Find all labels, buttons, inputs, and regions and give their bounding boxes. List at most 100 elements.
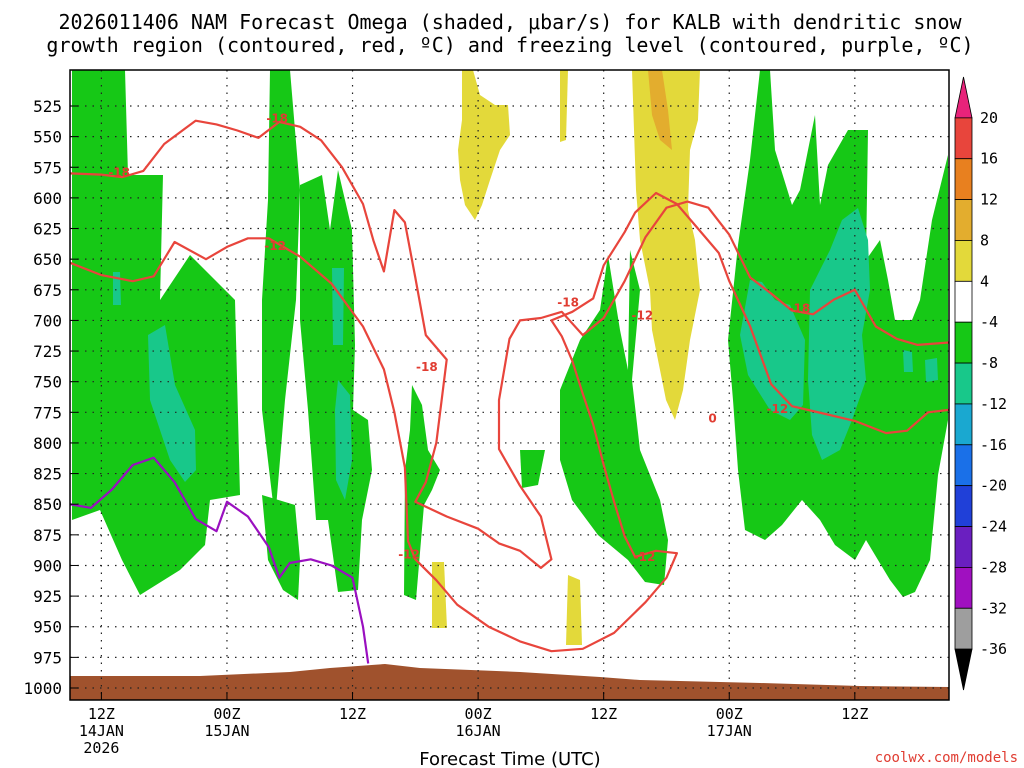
y-tick-label: 800: [33, 434, 62, 453]
x-tick-label: 00Z: [716, 705, 743, 723]
omega-teal-3: [332, 268, 344, 345]
contour-label: -18: [108, 165, 130, 179]
colorbar-label: -36: [980, 640, 1007, 658]
contour-labels: -18 -18 -12 -18 -12 -18 -12 -12 -12 -18 0: [108, 111, 811, 564]
freezing-level-contour: [70, 456, 370, 664]
x-tick-label: 12Z: [841, 705, 868, 723]
colorbar-swatch: [954, 158, 973, 201]
omega-area-3: [262, 495, 300, 600]
y-tick-label: 700: [33, 311, 62, 330]
x-tick-label: 15JAN: [204, 722, 249, 740]
contour-label: -18: [789, 301, 811, 315]
omega-teal-8: [925, 358, 938, 382]
colorbar-swatch: [954, 526, 973, 568]
colorbar-label: -8: [980, 354, 998, 372]
colorbar: 20 16 12 8 4 -4 -8 -12 -16 -20 -24 -28 -32 -36: [954, 76, 1007, 691]
omega-teal-5: [740, 280, 805, 420]
colorbar-swatch: [954, 485, 973, 527]
credit-text: coolwx.com/models: [875, 750, 1018, 766]
y-axis-ticks: 525 550 575 600 625 650 675 700 725 750 775 800 825 8…: [23, 97, 78, 698]
x-tick-label: 12Z: [339, 705, 366, 723]
omega-teal-1: [113, 272, 121, 305]
terrain-ground: [70, 664, 949, 700]
omega-shading-downward: [432, 70, 700, 645]
colorbar-swatch: [954, 362, 973, 405]
colorbar-label: 20: [980, 109, 998, 127]
omega-area-2: [262, 70, 300, 520]
colorbar-label: 12: [980, 191, 998, 209]
colorbar-label: -4: [980, 313, 998, 331]
y-tick-label: 925: [33, 587, 62, 606]
colorbar-swatch: [954, 117, 973, 160]
chart-title-line2: growth region (contoured, red, ºC) and f…: [46, 33, 973, 57]
colorbar-label: -24: [980, 518, 1007, 536]
omega-teal-6: [808, 208, 870, 460]
colorbar-swatch: [954, 607, 973, 650]
y-tick-label: 575: [33, 158, 62, 177]
colorbar-label: 4: [980, 272, 989, 290]
omega-teal-7: [903, 350, 913, 372]
y-tick-label: 825: [33, 465, 62, 484]
y-tick-label: 650: [33, 250, 62, 269]
colorbar-label: 8: [980, 231, 989, 249]
y-tick-label: 975: [33, 648, 62, 667]
contour-label: -12: [632, 309, 654, 323]
x-tick-label: 14JAN: [79, 722, 124, 740]
colorbar-label: -16: [980, 436, 1007, 454]
y-tick-label: 850: [33, 495, 62, 514]
omega-area-5: [404, 385, 440, 600]
x-tick-label: 17JAN: [707, 722, 752, 740]
omega-area-d3: [632, 70, 700, 420]
contour-label: -18: [416, 360, 438, 374]
colorbar-label: -12: [980, 395, 1007, 413]
contour-label: -12: [767, 402, 789, 416]
x-tick-label: 12Z: [590, 705, 617, 723]
omega-area-7: [560, 250, 668, 585]
contour-label: 0: [708, 412, 716, 426]
colorbar-label: -32: [980, 599, 1007, 617]
colorbar-label: -20: [980, 477, 1007, 495]
colorbar-swatch: [954, 76, 973, 119]
x-tick-label: 00Z: [465, 705, 492, 723]
y-tick-label: 625: [33, 220, 62, 239]
contour-label: -12: [398, 548, 420, 562]
y-tick-label: 750: [33, 373, 62, 392]
y-tick-label: 1000: [23, 679, 62, 698]
colorbar-swatch: [954, 321, 973, 364]
contour-label: -18: [557, 295, 579, 309]
x-tick-label: 12Z: [88, 705, 115, 723]
y-tick-label: 950: [33, 618, 62, 637]
x-tick-label: 16JAN: [456, 722, 501, 740]
x-tick-label: 2026: [83, 739, 119, 757]
contour-label: -12: [634, 550, 656, 564]
omega-area-d4: [432, 562, 447, 628]
y-tick-label: 875: [33, 526, 62, 545]
y-tick-label: 600: [33, 189, 62, 208]
y-tick-label: 675: [33, 281, 62, 300]
contour-label: -18: [266, 111, 288, 125]
x-tick-label: 00Z: [213, 705, 240, 723]
y-tick-label: 725: [33, 342, 62, 361]
omega-teal-4: [335, 380, 352, 500]
y-tick-label: 775: [33, 403, 62, 422]
colorbar-swatch: [954, 403, 973, 446]
x-axis-label: Forecast Time (UTC): [419, 749, 600, 768]
dendritic-contour: [70, 191, 949, 653]
colorbar-swatch: [954, 567, 973, 609]
colorbar-swatch: [954, 648, 973, 691]
omega-area-d1: [458, 70, 510, 220]
y-tick-label: 900: [33, 556, 62, 575]
colorbar-label: -28: [980, 558, 1007, 576]
omega-area-4: [300, 170, 372, 592]
colorbar-swatch: [954, 444, 973, 487]
omega-area-d2: [560, 70, 568, 142]
colorbar-swatch: [954, 280, 973, 323]
colorbar-label: 16: [980, 150, 998, 168]
plot-frame: [69, 69, 950, 701]
colorbar-swatch: [954, 199, 973, 241]
y-tick-label: 525: [33, 97, 62, 116]
contours: [70, 119, 949, 664]
colorbar-swatch: [954, 240, 973, 282]
